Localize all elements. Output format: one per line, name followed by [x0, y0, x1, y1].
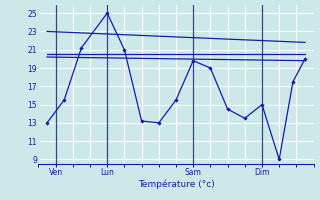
X-axis label: Température (°c): Température (°c) — [138, 180, 214, 189]
